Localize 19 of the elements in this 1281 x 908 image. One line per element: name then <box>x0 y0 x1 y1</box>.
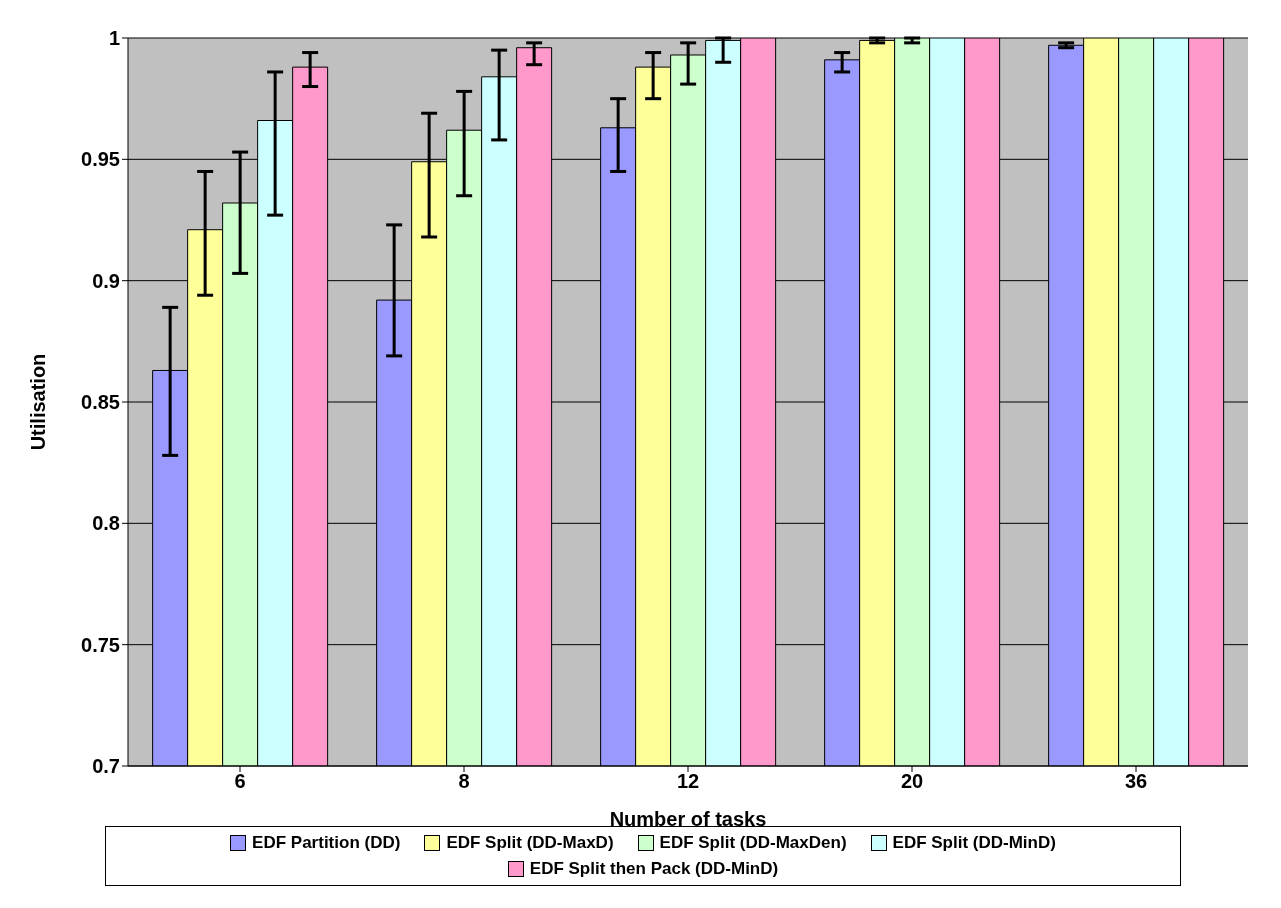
legend-label: EDF Split (DD-MaxDen) <box>658 833 847 853</box>
y-tick-label: 0.7 <box>92 755 120 778</box>
x-tick-label: 12 <box>676 770 700 793</box>
y-tick-label: 0.9 <box>92 269 120 292</box>
y-tick-label: 0.85 <box>81 391 120 414</box>
y-axis-title: Utilisation <box>27 353 50 451</box>
legend-label: EDF Split (DD-MaxD) <box>445 833 614 853</box>
y-tick-label: 1 <box>108 27 120 50</box>
legend-label: EDF Split then Pack (DD-MinD) <box>528 859 779 879</box>
y-tick-label: 0.8 <box>92 512 120 535</box>
x-tick-label: 36 <box>1124 770 1148 793</box>
legend-label: EDF Partition (DD) <box>251 833 401 853</box>
y-tick-label: 0.95 <box>81 148 120 171</box>
x-tick-label: 8 <box>458 770 470 793</box>
x-tick-label: 6 <box>234 770 246 793</box>
legend-label: EDF Split (DD-MinD) <box>891 833 1056 853</box>
y-tick-label: 0.75 <box>81 633 120 656</box>
x-axis-title: Number of tasks <box>609 808 767 830</box>
x-tick-label: 20 <box>900 770 924 793</box>
